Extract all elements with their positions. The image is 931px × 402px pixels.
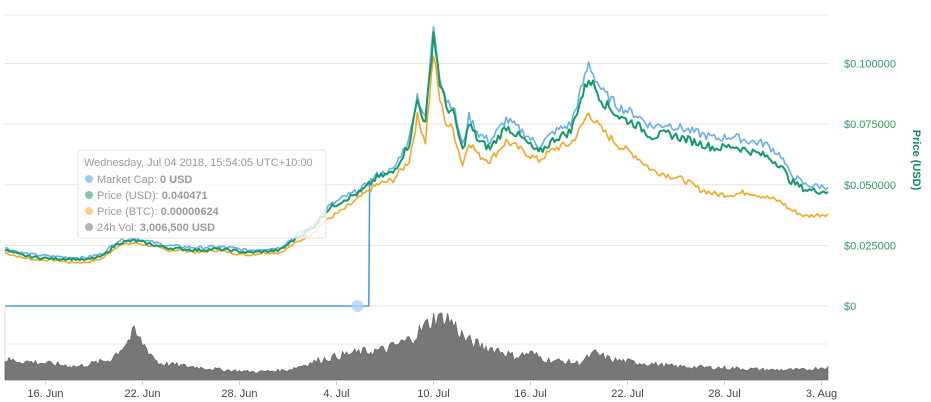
tooltip-legend-dot (85, 207, 93, 215)
x-axis-ticks: 16. Jun 22. Jun 28. Jun 4. Jul 10. Jul 16. Ju… (27, 380, 837, 400)
tooltip-row: Price (BTC): 0.00000624 (97, 206, 220, 218)
tooltip-row-value: 3,006,500 USD (140, 222, 215, 234)
tooltip-date: Wednesday, Jul 04 2018, 15:54:05 UTC+10:… (84, 157, 313, 169)
y-axis-ticks: $0 $0.025000 $0.050000 $0.075000 $0.100000 (844, 59, 896, 314)
tooltip-row-value: 0 USD (160, 174, 192, 186)
y-tick-label: $0.075000 (844, 119, 896, 131)
series-line-price-usd- (4, 31, 829, 262)
y-tick-label: $0.025000 (844, 240, 896, 252)
y-tick-label: $0 (844, 301, 856, 313)
hover-point-marker (351, 300, 364, 312)
x-tick-label: 16. Jul (514, 388, 546, 400)
tooltip-row: Market Cap: 0 USD (97, 174, 192, 186)
tooltip-row-label: 24h Vol: (97, 222, 140, 234)
tooltip-legend-dot (85, 191, 93, 199)
x-tick-label: 10. Jul (417, 388, 449, 400)
x-tick-label: 28. Jun (221, 388, 257, 400)
tooltip-row-value: 0.00000624 (161, 206, 220, 218)
tooltip-row-label: Market Cap: (97, 174, 160, 186)
tooltip-row: 24h Vol: 3,006,500 USD (97, 222, 215, 234)
tooltip-box (77, 149, 327, 239)
x-tick-label: 4. Jul (323, 388, 349, 400)
hover-tooltip: Wednesday, Jul 04 2018, 15:54:05 UTC+10:… (77, 149, 327, 239)
series-lines (4, 26, 829, 307)
x-tick-label: 22. Jul (611, 388, 643, 400)
x-tick-label: 22. Jun (124, 388, 160, 400)
volume-area (4, 312, 829, 381)
x-tick-label: 3. Aug (806, 388, 837, 400)
series-line-market-cap (5, 184, 371, 307)
tooltip-row-value: 0.040471 (162, 190, 208, 202)
volume-panel (4, 312, 829, 381)
y-tick-label: $0.100000 (844, 59, 896, 71)
y-axis-label: Price (USD) (910, 130, 922, 191)
tooltip-legend-dot (85, 175, 93, 183)
y-tick-label: $0.050000 (844, 180, 896, 192)
tooltip-row: Price (USD): 0.040471 (97, 190, 208, 202)
tooltip-row-label: Price (USD): (97, 190, 162, 202)
x-tick-label: 28. Jul (708, 388, 740, 400)
series-line-price-btc- (4, 55, 829, 264)
tooltip-legend-dot (85, 223, 93, 231)
tooltip-row-label: Price (BTC): (97, 206, 161, 218)
x-tick-label: 16. Jun (27, 388, 63, 400)
